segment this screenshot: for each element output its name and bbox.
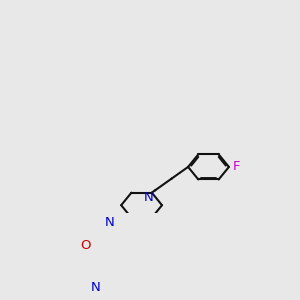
Text: F: F <box>232 160 240 173</box>
Text: N: N <box>91 281 100 294</box>
Text: N: N <box>105 216 115 229</box>
Text: N: N <box>144 191 154 204</box>
Text: O: O <box>80 239 91 252</box>
